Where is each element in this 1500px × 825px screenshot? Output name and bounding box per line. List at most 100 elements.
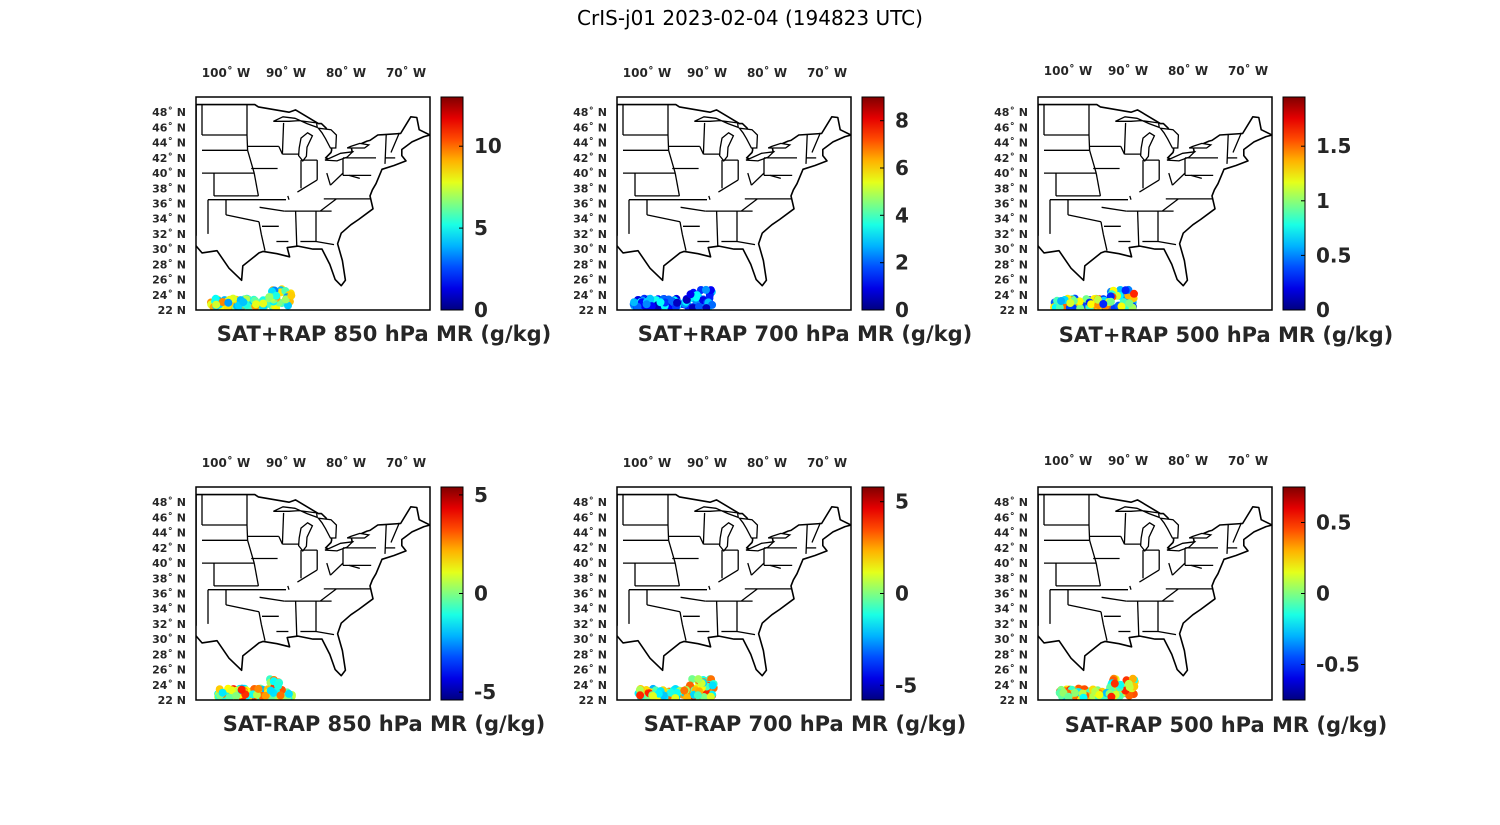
lake-outline: [1158, 127, 1180, 149]
observation-marker: [656, 298, 665, 307]
lake-outline: [718, 522, 735, 552]
latitude-tick-label: 44˚ N: [994, 527, 1028, 540]
map-frame: [616, 96, 852, 311]
latitude-tick-label: 28˚ N: [152, 648, 186, 661]
panel-title: SAT-RAP 500 hPa MR (g/kg): [1065, 713, 1388, 737]
latitude-tick-label: 34˚ N: [152, 603, 186, 616]
state-border: [1139, 569, 1160, 583]
latitude-tick-label: 28˚ N: [573, 648, 607, 661]
state-border: [1157, 240, 1177, 246]
colorbar-tick-label: 1: [1316, 189, 1330, 213]
state-border: [287, 195, 290, 200]
state-border: [811, 522, 821, 543]
observation-marker: [1095, 690, 1104, 699]
longitude-tick-label: 90˚ W: [266, 65, 306, 80]
state-border: [315, 240, 335, 246]
state-border: [702, 122, 706, 155]
observation-marker: [688, 675, 697, 684]
state-border: [287, 585, 290, 590]
state-border: [326, 562, 332, 576]
latitude-tick-label: 30˚ N: [994, 633, 1028, 646]
state-border: [1226, 524, 1229, 554]
colorbar-tick-label: 0: [895, 582, 909, 606]
colorbar: -0.5 0 0.5: [1282, 486, 1360, 701]
state-border: [1088, 134, 1091, 151]
colorbar-tick-label: 0: [1316, 582, 1330, 606]
state-border: [246, 134, 249, 151]
observation-marker: [642, 300, 651, 309]
latitude-tick-label: 24˚ N: [994, 679, 1028, 692]
map-content: [1038, 103, 1272, 310]
observation-marker: [1064, 692, 1073, 700]
latitude-tick-label: 22 N: [1000, 304, 1028, 317]
latitude-tick-label: 42˚ N: [152, 152, 186, 165]
colorbar-tick-label: 1.5: [1316, 134, 1351, 158]
observation-marker: [686, 290, 695, 299]
state-border: [1095, 562, 1102, 587]
observation-marker: [1075, 297, 1084, 306]
state-border: [390, 522, 400, 543]
state-border: [281, 512, 285, 545]
state-border: [1129, 585, 1132, 590]
latitude-tick-label: 48˚ N: [994, 496, 1028, 509]
longitude-tick-label: 70˚ W: [386, 65, 426, 80]
latitude-tick-label: 28˚ N: [573, 258, 607, 271]
colorbar-tick-label: 2: [895, 251, 909, 275]
state-border: [225, 214, 260, 223]
state-border: [715, 601, 719, 637]
observation-marker: [1110, 679, 1119, 688]
panel-title: SAT-RAP 700 hPa MR (g/kg): [644, 712, 967, 736]
colorbar: 0 5 10: [440, 96, 502, 322]
observation-marker: [694, 675, 703, 684]
lake-outline: [767, 532, 792, 539]
latitude-tick-label: 34˚ N: [994, 603, 1028, 616]
latitude-tick-label: 26˚ N: [152, 664, 186, 677]
lake-outline: [1166, 540, 1197, 552]
map-panel-6: 100˚ W 90˚ W 80˚ W 70˚ W 48˚ N 46˚ N 44˚ N 42˚ …: [994, 453, 1387, 737]
latitude-tick-label: 22 N: [1000, 694, 1028, 707]
state-border: [736, 240, 756, 246]
state-border: [747, 172, 753, 186]
observation-marker: [224, 298, 233, 307]
latitude-tick-label: 38˚ N: [994, 572, 1028, 585]
map-frame: [1037, 96, 1273, 311]
longitude-tick-label: 70˚ W: [807, 65, 847, 80]
state-border: [1088, 524, 1091, 541]
lake-outline: [346, 142, 371, 149]
state-border: [1123, 122, 1127, 155]
longitude-tick-label: 70˚ W: [1228, 453, 1268, 468]
state-border: [348, 564, 360, 570]
lake-outline: [297, 132, 314, 162]
observation-marker: [649, 692, 657, 700]
observation-marker: [1070, 688, 1079, 697]
state-border: [1232, 132, 1242, 153]
latitude-tick-label: 22 N: [158, 694, 186, 707]
latitude-tick-label: 40˚ N: [573, 167, 607, 180]
state-border: [718, 179, 739, 193]
map-panel-2: 100˚ W 90˚ W 80˚ W 70˚ W 48˚ N 46˚ N 44˚ N 42˚ …: [573, 65, 972, 346]
observation-marker: [693, 691, 702, 700]
state-border: [679, 221, 684, 235]
observation-marker: [1087, 300, 1096, 309]
observation-marker: [680, 686, 689, 695]
lake-outline: [273, 506, 318, 519]
state-border: [750, 562, 765, 576]
map-content: [617, 493, 851, 700]
state-border: [1139, 179, 1160, 193]
observation-marker: [1066, 299, 1075, 307]
longitude-tick-label: 100˚ W: [202, 65, 250, 80]
state-border: [1101, 596, 1127, 602]
map-panel-4: 100˚ W 90˚ W 80˚ W 70˚ W 48˚ N 46˚ N 44˚ N 42˚ …: [152, 455, 545, 736]
latitude-tick-label: 44˚ N: [152, 137, 186, 150]
state-border: [1161, 588, 1179, 602]
colorbar-tick-label: 6: [895, 156, 909, 180]
longitude-tick-label: 80˚ W: [747, 65, 787, 80]
state-border: [297, 179, 318, 193]
observation-marker: [1079, 693, 1088, 700]
state-border: [278, 536, 283, 545]
state-border: [681, 624, 687, 641]
latitude-tick-label: 44˚ N: [152, 527, 186, 540]
latitude-tick-label: 26˚ N: [573, 664, 607, 677]
state-border: [329, 172, 344, 186]
latitude-tick-label: 48˚ N: [994, 106, 1028, 119]
